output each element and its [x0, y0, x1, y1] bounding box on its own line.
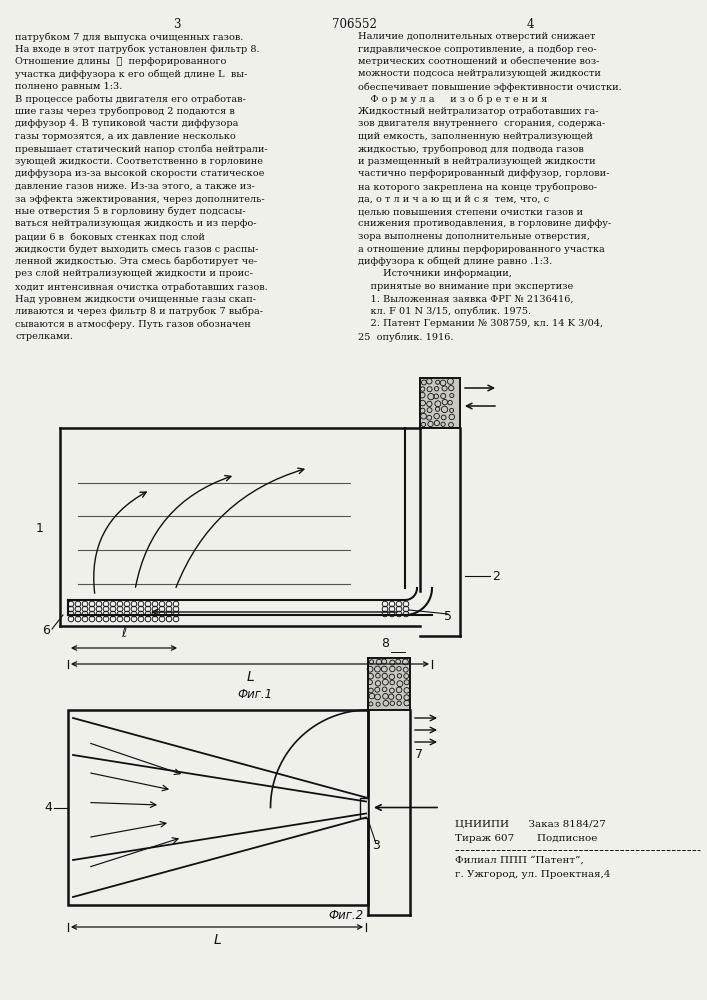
Text: зора выполнены дополнительные отверстия,: зора выполнены дополнительные отверстия,	[358, 232, 590, 241]
Text: патрубком 7 для выпуска очищенных газов.: патрубком 7 для выпуска очищенных газов.	[15, 32, 243, 41]
Text: 5: 5	[444, 609, 452, 622]
Text: $\ell$: $\ell$	[121, 626, 127, 640]
Text: диффузора из-за высокой скорости статическое: диффузора из-за высокой скорости статиче…	[15, 169, 264, 178]
Text: щий емкость, заполненную нейтрализующей: щий емкость, заполненную нейтрализующей	[358, 132, 593, 141]
Text: Отношение длины  ℓ  перфорированного: Отношение длины ℓ перфорированного	[15, 57, 226, 66]
Text: газы тормозятся, а их давление несколько: газы тормозятся, а их давление несколько	[15, 132, 235, 141]
Text: ходит интенсивная очистка отработавших газов.: ходит интенсивная очистка отработавших г…	[15, 282, 268, 292]
Text: В процессе работы двигателя его отработав-: В процессе работы двигателя его отработа…	[15, 95, 246, 104]
Text: ленной жидкостью. Эта смесь барботирует че-: ленной жидкостью. Эта смесь барботирует …	[15, 257, 257, 266]
Text: гидравлическое сопротивление, а подбор гео-: гидравлическое сопротивление, а подбор г…	[358, 44, 597, 54]
Text: 8: 8	[381, 637, 389, 650]
Text: превышает статический напор столба нейтрали-: превышает статический напор столба нейтр…	[15, 144, 268, 154]
Text: метрических соотношений и обеспечение воз-: метрических соотношений и обеспечение во…	[358, 57, 600, 66]
Text: жидкостью, трубопровод для подвода газов: жидкостью, трубопровод для подвода газов	[358, 144, 584, 154]
Text: ные отверстия 5 в горловину будет подсасы-: ные отверстия 5 в горловину будет подсас…	[15, 207, 245, 217]
Text: Фиг.2: Фиг.2	[328, 909, 363, 922]
Text: На входе в этот патрубок установлен фильтр 8.: На входе в этот патрубок установлен филь…	[15, 44, 259, 54]
Text: а отношение длины перфорированного участка: а отношение длины перфорированного участ…	[358, 244, 604, 253]
Text: принятые во внимание при экспертизе: принятые во внимание при экспертизе	[358, 282, 573, 291]
Text: зов двигателя внутреннего  сгорания, содержа-: зов двигателя внутреннего сгорания, соде…	[358, 119, 605, 128]
Text: диффузор 4. В тупиковой части диффузора: диффузор 4. В тупиковой части диффузора	[15, 119, 238, 128]
Text: полнено равным 1:3.: полнено равным 1:3.	[15, 82, 122, 91]
Text: 3: 3	[173, 18, 181, 31]
Text: сываются в атмосферу. Путь газов обозначен: сываются в атмосферу. Путь газов обознач…	[15, 320, 251, 329]
Text: Жидкостный нейтрализатор отработавших га-: Жидкостный нейтрализатор отработавших га…	[358, 107, 599, 116]
Text: да, о т л и ч а ю щ и й с я  тем, что, с: да, о т л и ч а ю щ и й с я тем, что, с	[358, 194, 549, 204]
Text: и размещенный в нейтрализующей жидкости: и размещенный в нейтрализующей жидкости	[358, 157, 595, 166]
Text: 706552: 706552	[332, 18, 376, 31]
Text: ливаются и через фильтр 8 и патрубок 7 выбра-: ливаются и через фильтр 8 и патрубок 7 в…	[15, 307, 263, 316]
Bar	[368, 658, 410, 710]
Text: 2. Патент Германии № 308759, кл. 14 K 3/04,: 2. Патент Германии № 308759, кл. 14 K 3/…	[358, 320, 603, 328]
Text: стрелками.: стрелками.	[15, 332, 73, 341]
Bar	[360, 798, 368, 818]
Text: жидкости будет выходить смесь газов с распы-: жидкости будет выходить смесь газов с ра…	[15, 244, 258, 254]
Text: шие газы через трубопровод 2 подаются в: шие газы через трубопровод 2 подаются в	[15, 107, 235, 116]
Text: можности подсоса нейтрализующей жидкости: можности подсоса нейтрализующей жидкости	[358, 70, 601, 79]
Text: Тираж 607       Подписное: Тираж 607 Подписное	[455, 834, 597, 843]
Text: 1. Выложенная заявка ФРГ № 2136416,: 1. Выложенная заявка ФРГ № 2136416,	[358, 294, 573, 304]
Text: за эффекта эжектирования, через дополнитель-: за эффекта эжектирования, через дополнит…	[15, 194, 264, 204]
Text: ваться нейтрализующая жидкость и из перфо-: ваться нейтрализующая жидкость и из перф…	[15, 220, 257, 229]
Text: 25  опублик. 1916.: 25 опублик. 1916.	[358, 332, 453, 342]
Text: на которого закреплена на конце трубопрово-: на которого закреплена на конце трубопро…	[358, 182, 597, 192]
Text: рации 6 в  боковых стенках под слой: рации 6 в боковых стенках под слой	[15, 232, 205, 241]
Text: рез слой нейтрализующей жидкости и проис-: рез слой нейтрализующей жидкости и проис…	[15, 269, 253, 278]
Bar	[420, 378, 460, 428]
Text: Фиг.1: Фиг.1	[238, 688, 273, 701]
Text: зующей жидкости. Соответственно в горловине: зующей жидкости. Соответственно в горлов…	[15, 157, 263, 166]
Text: г. Ужгород, ул. Проектная,4: г. Ужгород, ул. Проектная,4	[455, 870, 611, 879]
Text: Над уровнем жидкости очищенные газы скап-: Над уровнем жидкости очищенные газы скап…	[15, 294, 256, 304]
Text: участка диффузора к его общей длине L  вы-: участка диффузора к его общей длине L вы…	[15, 70, 247, 79]
Text: диффузора к общей длине равно .1:3.: диффузора к общей длине равно .1:3.	[358, 257, 552, 266]
Text: $L$: $L$	[245, 670, 255, 684]
Text: 2: 2	[492, 570, 500, 582]
Text: Ф о р м у л а     и з о б р е т е н и я: Ф о р м у л а и з о б р е т е н и я	[358, 95, 547, 104]
Text: 4: 4	[44, 801, 52, 814]
Text: Наличие дополнительных отверстий снижает: Наличие дополнительных отверстий снижает	[358, 32, 595, 41]
Text: снижения противодавления, в горловине диффу-: снижения противодавления, в горловине ди…	[358, 220, 612, 229]
Text: кл. F 01 N 3/15, опублик. 1975.: кл. F 01 N 3/15, опублик. 1975.	[358, 307, 531, 316]
Text: 7: 7	[415, 748, 423, 762]
Text: ЦНИИПИ      Заказ 8184/27: ЦНИИПИ Заказ 8184/27	[455, 820, 606, 829]
Text: Источники информации,: Источники информации,	[358, 269, 512, 278]
Text: обеспечивает повышение эффективности очистки.: обеспечивает повышение эффективности очи…	[358, 82, 621, 92]
Text: Филиал ППП “Патент”,: Филиал ППП “Патент”,	[455, 856, 584, 865]
Bar	[68, 710, 368, 905]
Text: 3: 3	[372, 839, 380, 852]
Text: 4: 4	[526, 18, 534, 31]
Text: 1: 1	[36, 522, 44, 534]
Text: давление газов ниже. Из-за этого, а также из-: давление газов ниже. Из-за этого, а такж…	[15, 182, 255, 191]
Text: $L$: $L$	[213, 933, 221, 947]
Text: 6: 6	[42, 624, 50, 637]
Text: целью повышения степени очистки газов и: целью повышения степени очистки газов и	[358, 207, 583, 216]
Text: частично перфорированный диффузор, горлови-: частично перфорированный диффузор, горло…	[358, 169, 609, 178]
